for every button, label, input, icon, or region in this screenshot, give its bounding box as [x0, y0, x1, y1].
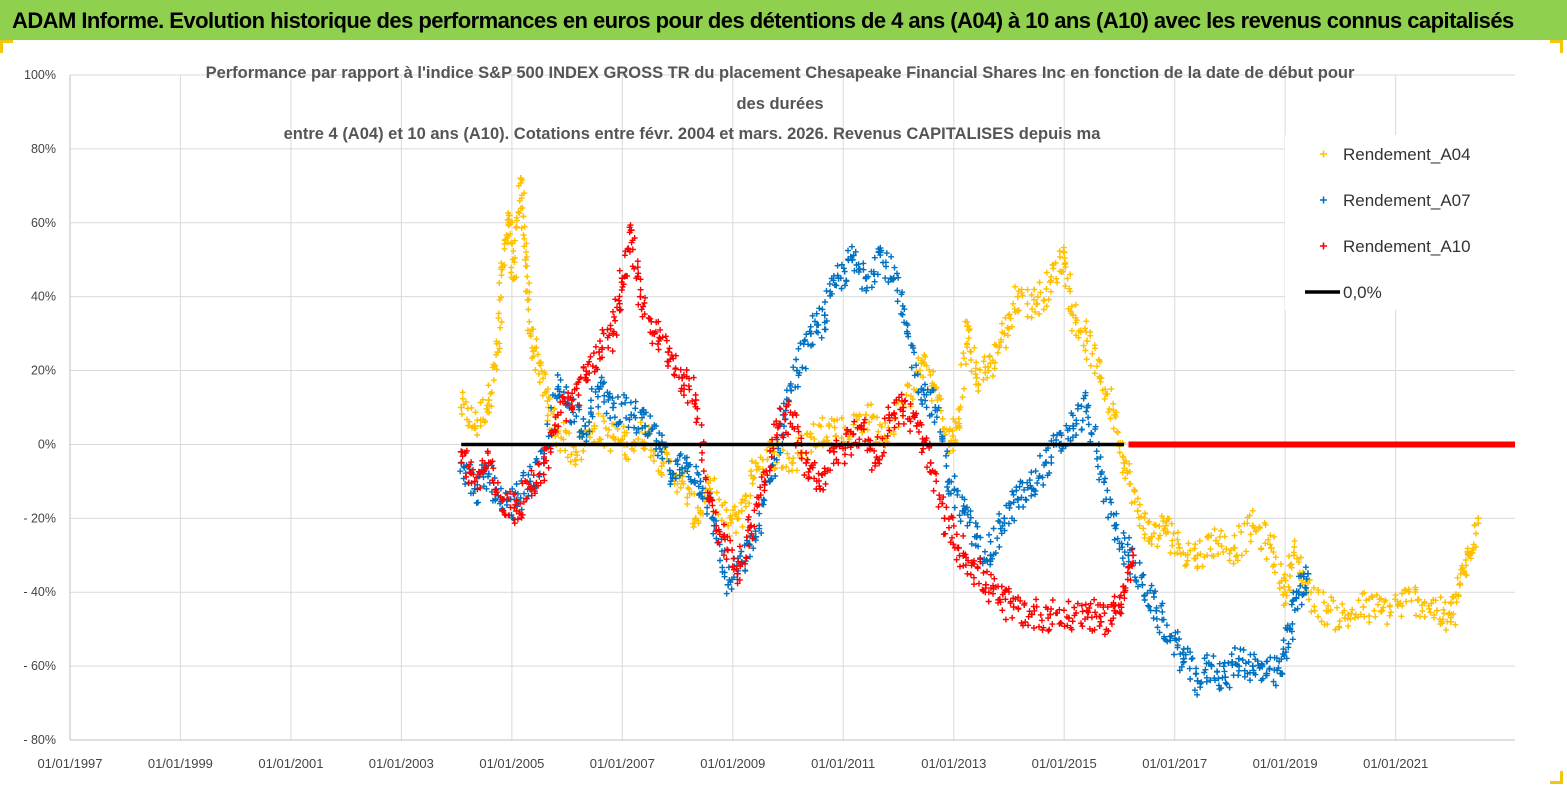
data-point	[752, 459, 760, 467]
data-point	[471, 477, 479, 485]
x-tick-label: 01/01/2009	[700, 756, 765, 771]
data-point	[1267, 544, 1275, 552]
chart-svg: 100% 80% 60% 40% 20% 0% - 20% - 40% - 60% - 80% 01…	[23, 64, 1545, 771]
x-tick-label: 01/01/2003	[369, 756, 434, 771]
y-tick-label: - 40%	[23, 585, 56, 599]
legend-swatch-marker	[1320, 196, 1327, 204]
x-tick-label: 01/01/1999	[148, 756, 213, 771]
data-point	[987, 551, 995, 559]
series-2	[457, 222, 1137, 638]
x-tick-label: 01/01/2015	[1032, 756, 1097, 771]
y-tick-label: - 80%	[23, 733, 56, 747]
x-tick-label: 01/01/2013	[921, 756, 986, 771]
corner-marker-tr	[1550, 40, 1563, 53]
y-tick-label: 60%	[31, 216, 56, 230]
y-tick-label: - 20%	[23, 511, 56, 525]
data-point	[664, 348, 672, 356]
data-point	[1212, 537, 1220, 544]
data-point	[1014, 293, 1022, 301]
data-point	[747, 522, 755, 530]
legend-label: Rendement_A04	[1343, 145, 1471, 164]
chart-title-line-2: des durées	[736, 95, 823, 113]
data-point	[1028, 610, 1036, 618]
data-point	[636, 293, 644, 301]
x-tick-label: 01/01/2021	[1363, 756, 1428, 771]
y-tick-label: 20%	[31, 364, 56, 378]
series-1	[457, 243, 1312, 698]
data-point	[683, 459, 691, 467]
chart-title-line-3: entre 4 (A04) et 10 ans (A10). Cotations…	[284, 125, 1102, 143]
data-point	[973, 374, 981, 382]
series-point-cloud	[457, 243, 1310, 698]
data-point	[1415, 596, 1423, 604]
legend: Rendement_A04 Rendement_A07 Rendement_A10 0…	[1285, 135, 1545, 310]
corner-marker-br	[1550, 771, 1563, 784]
data-point	[738, 507, 746, 515]
data-point	[526, 485, 534, 493]
data-point	[696, 477, 704, 485]
data-point	[609, 404, 617, 411]
data-point	[1046, 278, 1054, 286]
chart-title: Performance par rapport à l'indice S&P 5…	[206, 64, 1355, 143]
legend-label: Rendement_A07	[1343, 191, 1471, 210]
data-point	[1046, 610, 1054, 618]
legend-swatch-marker	[1320, 150, 1327, 158]
legend-label: 0,0%	[1343, 283, 1382, 302]
chart-title-line-1: Performance par rapport à l'indice S&P 5…	[206, 64, 1355, 82]
data-point	[927, 459, 935, 467]
data-point	[1138, 581, 1146, 589]
data-point	[660, 459, 668, 467]
data-point	[1175, 544, 1183, 552]
y-tick-label: 100%	[24, 68, 56, 82]
data-point	[1249, 662, 1257, 670]
data-point	[1378, 607, 1386, 615]
axis-layer: 100% 80% 60% 40% 20% 0% - 20% - 40% - 60% - 80% 01…	[23, 68, 1515, 771]
report-title: ADAM Informe. Evolution historique des p…	[12, 8, 1514, 33]
x-tick-label: 01/01/2019	[1253, 756, 1318, 771]
data-point	[862, 411, 870, 419]
series-point-cloud	[458, 222, 1136, 638]
data-point	[1433, 607, 1441, 615]
data-point	[1359, 603, 1367, 611]
data-point	[572, 448, 580, 456]
data-point	[457, 404, 465, 411]
data-point	[1010, 603, 1018, 611]
data-point	[821, 311, 829, 319]
y-tick-label: 80%	[31, 142, 56, 156]
y-tick-label: 40%	[31, 290, 56, 304]
chart-area: 100% 80% 60% 40% 20% 0% - 20% - 40% - 60% - 80% 01…	[0, 40, 1567, 790]
data-point	[1134, 507, 1142, 515]
x-tick-label: 01/01/1997	[37, 756, 102, 771]
x-tick-label: 01/01/2001	[258, 756, 323, 771]
points-layer	[457, 174, 1482, 698]
data-point	[1129, 551, 1137, 559]
y-tick-label: 0%	[38, 437, 56, 451]
legend-label: Rendement_A10	[1343, 237, 1471, 256]
report-banner: ADAM Informe. Evolution historique des p…	[0, 0, 1567, 40]
x-tick-label: 01/01/2011	[811, 756, 875, 771]
x-tick-label: 01/01/2017	[1142, 756, 1207, 771]
data-point	[581, 422, 589, 430]
data-point	[485, 396, 493, 404]
data-point	[1235, 655, 1243, 663]
corner-marker-tl	[0, 40, 13, 53]
legend-swatch-marker	[1320, 242, 1327, 250]
x-tick-label: 01/01/2005	[479, 756, 544, 771]
x-tick-label: 01/01/2007	[590, 756, 655, 771]
data-point	[1083, 337, 1091, 345]
data-point	[802, 459, 810, 467]
legend-box	[1285, 135, 1545, 310]
y-tick-label: - 60%	[23, 659, 56, 673]
